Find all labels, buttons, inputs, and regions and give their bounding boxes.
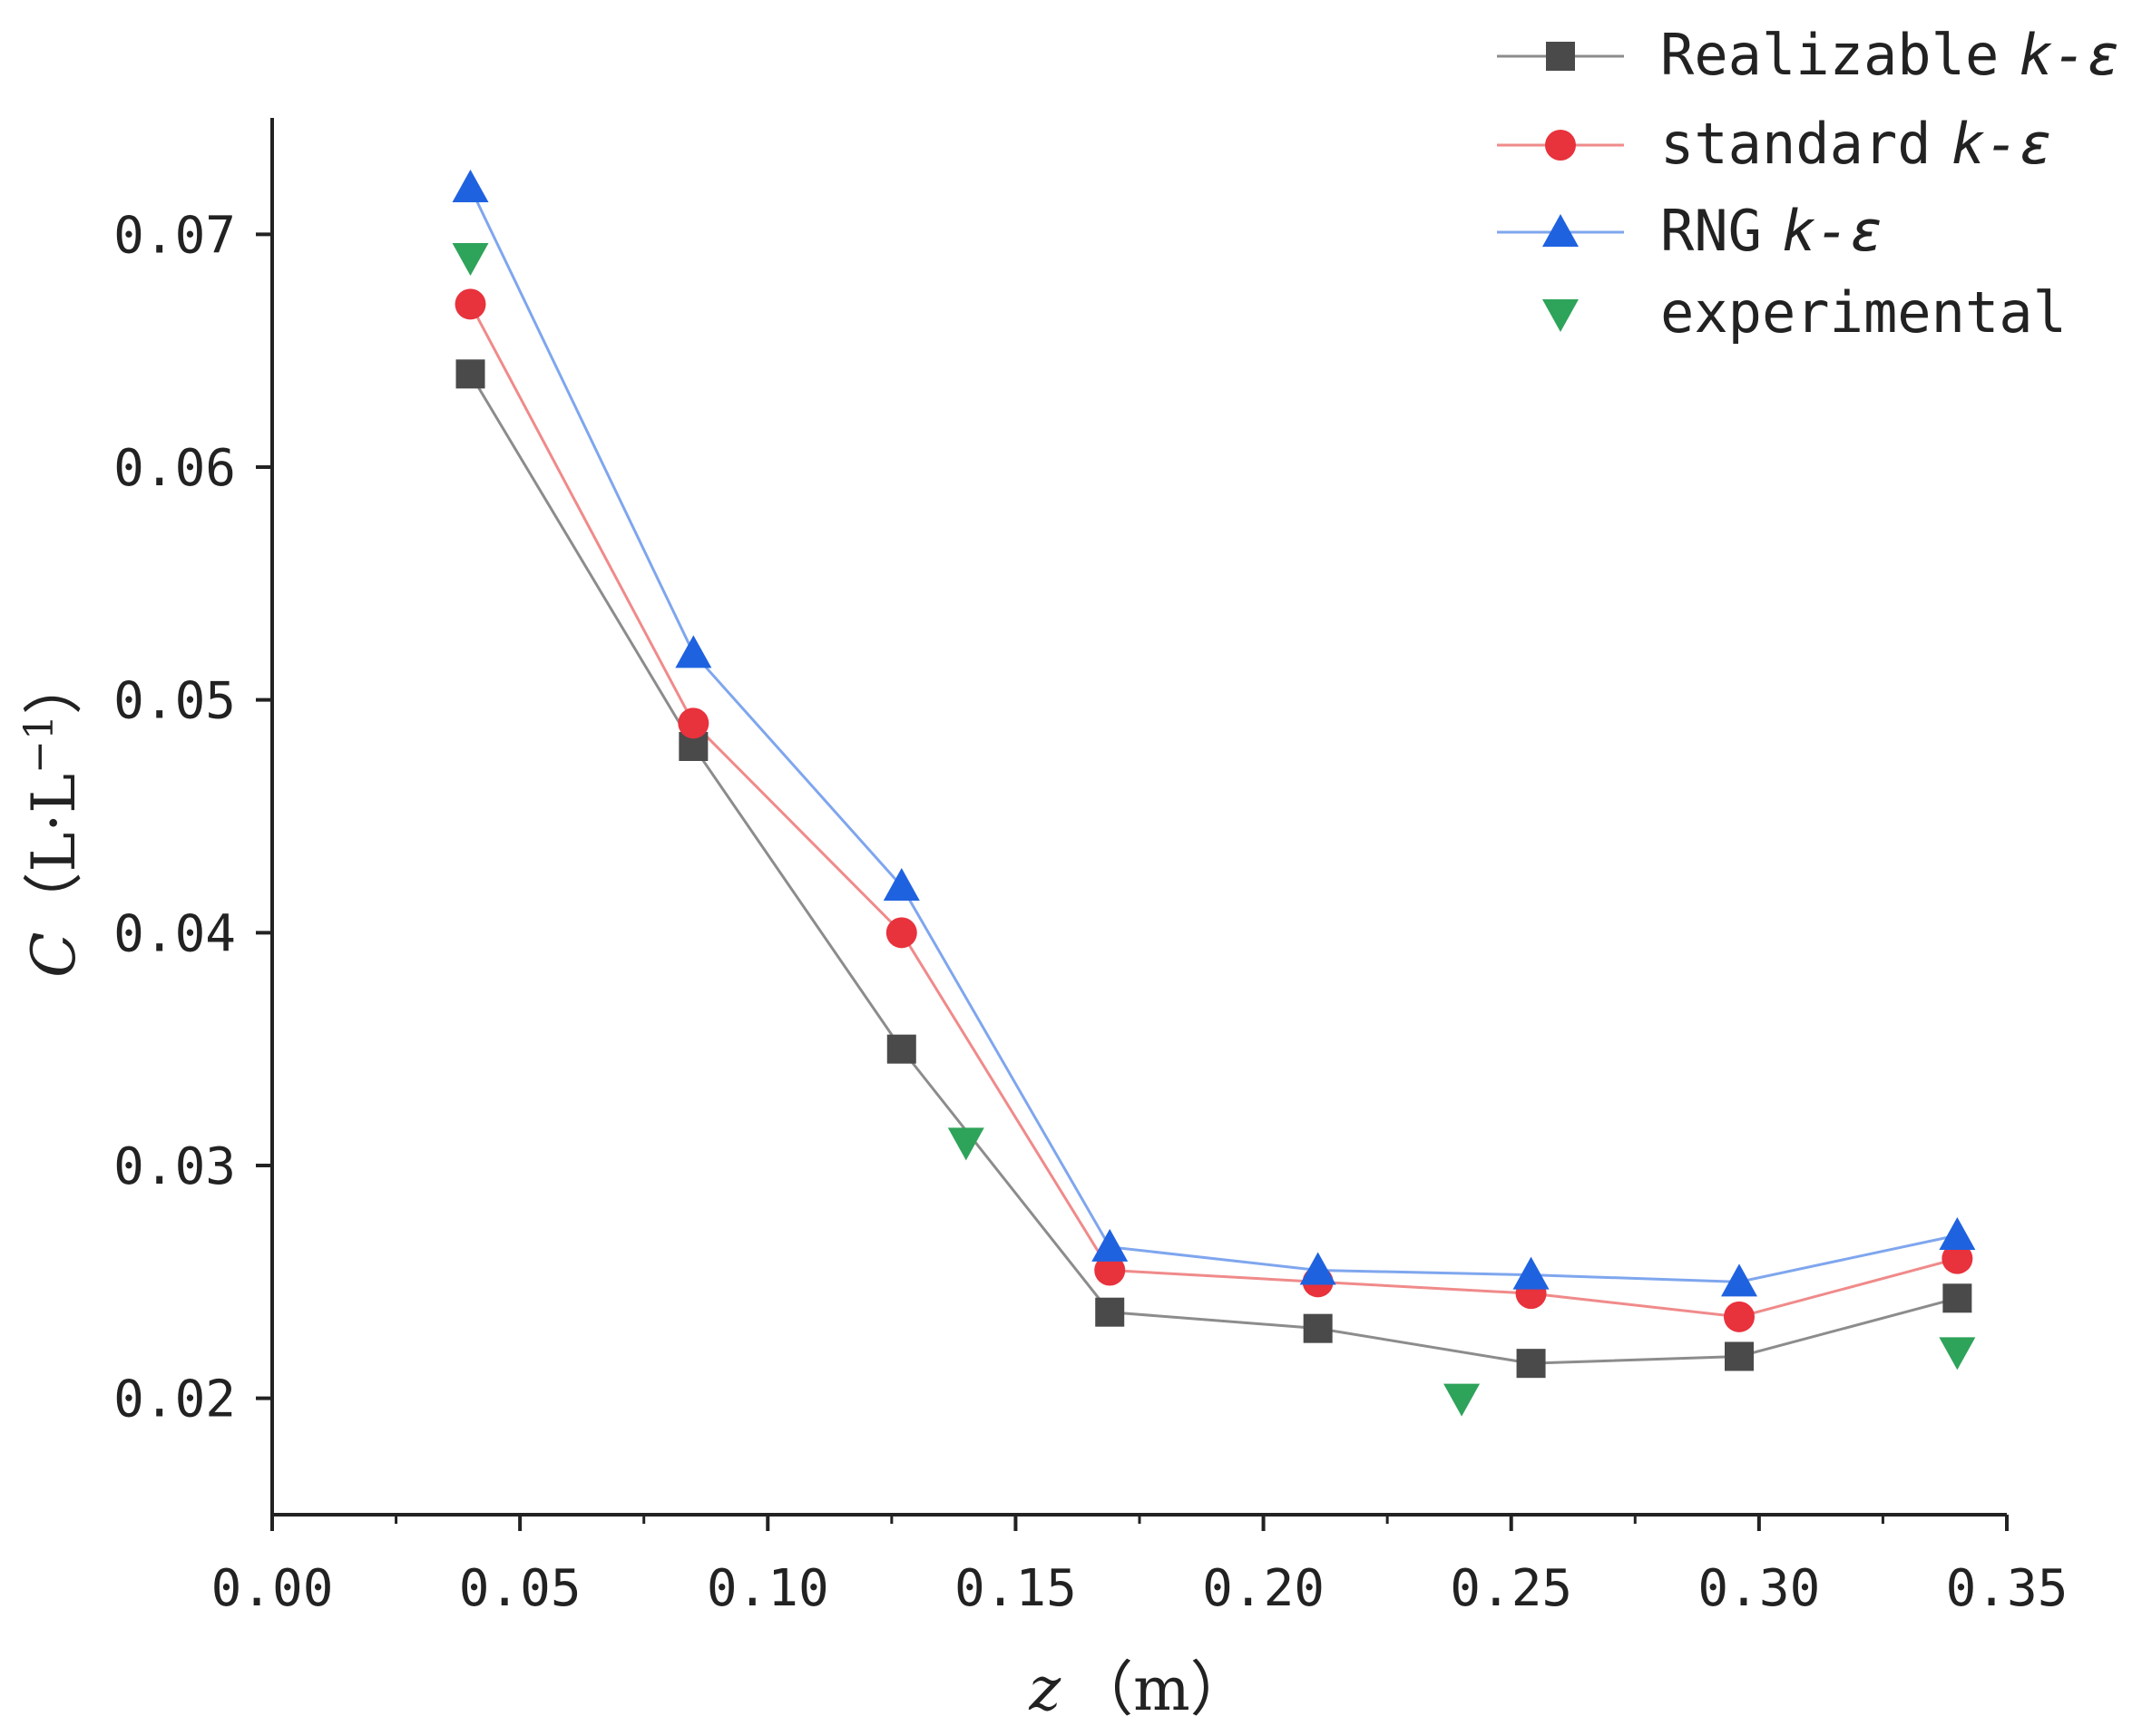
legend-label: experimental — [1660, 279, 2067, 346]
data-point-rng — [1299, 1252, 1336, 1285]
data-point-standard — [678, 707, 709, 739]
data-point-rng — [675, 635, 712, 668]
data-point-standard — [1941, 1243, 1973, 1274]
y-tick-label: 0.03 — [113, 1137, 236, 1196]
data-point-standard — [1724, 1301, 1756, 1332]
data-point-realizable — [1095, 1297, 1125, 1327]
y-tick-label: 0.05 — [113, 672, 236, 731]
series-line-rng — [469, 187, 1958, 1283]
x-tick-label: 0.25 — [1450, 1559, 1572, 1618]
legend: Realizable k-ε standard k-ε RNG k-ε experiment… — [1497, 22, 2120, 346]
y-ticks: 0.02 0.03 0.04 0.05 0.06 0.07 — [113, 206, 272, 1429]
series-markers — [452, 170, 1976, 1417]
x-tick-label: 0.35 — [1946, 1559, 2069, 1618]
x-tick-label: 0.05 — [459, 1559, 582, 1618]
x-axis-title: z （m） — [1028, 1654, 1249, 1724]
data-point-experimental — [1443, 1383, 1481, 1417]
data-point-standard — [455, 288, 486, 320]
x-tick-label: 0.10 — [707, 1559, 829, 1618]
data-point-realizable — [1942, 1283, 1972, 1313]
legend-marker — [1545, 130, 1576, 161]
data-point-experimental — [1939, 1337, 1976, 1370]
legend-label: Realizable k-ε — [1660, 22, 2120, 88]
series-lines — [469, 187, 1958, 1365]
data-point-realizable — [1303, 1313, 1333, 1343]
data-point-realizable — [1516, 1349, 1546, 1379]
legend-label: RNG k-ε — [1660, 198, 1883, 264]
x-tick-label: 0.00 — [211, 1559, 334, 1618]
y-tick-label: 0.04 — [113, 904, 236, 963]
x-tick-label: 0.30 — [1697, 1559, 1820, 1618]
y-tick-label: 0.07 — [113, 206, 236, 265]
data-point-standard — [1094, 1254, 1126, 1286]
legend-marker — [1542, 299, 1579, 332]
series-line-realizable — [469, 373, 1958, 1365]
data-point-rng — [1091, 1228, 1129, 1262]
data-point-rng — [1512, 1256, 1550, 1290]
data-point-realizable — [886, 1034, 916, 1064]
legend-marker — [1542, 214, 1579, 247]
y-axis-title: C（L·L−1） — [16, 655, 89, 978]
x-tick-label: 0.15 — [954, 1559, 1077, 1618]
data-point-rng — [1721, 1263, 1758, 1297]
data-point-standard — [885, 917, 917, 949]
data-point-rng — [883, 868, 920, 901]
y-tick-label: 0.02 — [113, 1370, 236, 1429]
legend-marker — [1546, 42, 1575, 71]
x-ticks: 0.00 0.05 0.10 0.15 0.20 0.25 0.30 0.35 — [211, 1515, 2069, 1618]
y-tick-label: 0.06 — [113, 439, 236, 498]
series-line-standard — [469, 303, 1958, 1319]
data-point-realizable — [1725, 1341, 1755, 1371]
data-point-rng — [1939, 1217, 1976, 1250]
legend-label: standard k-ε — [1660, 111, 2053, 177]
x-tick-label: 0.20 — [1202, 1559, 1325, 1618]
data-point-rng — [452, 170, 489, 202]
data-point-experimental — [947, 1127, 984, 1161]
data-point-experimental — [452, 243, 489, 276]
data-point-realizable — [455, 359, 485, 389]
